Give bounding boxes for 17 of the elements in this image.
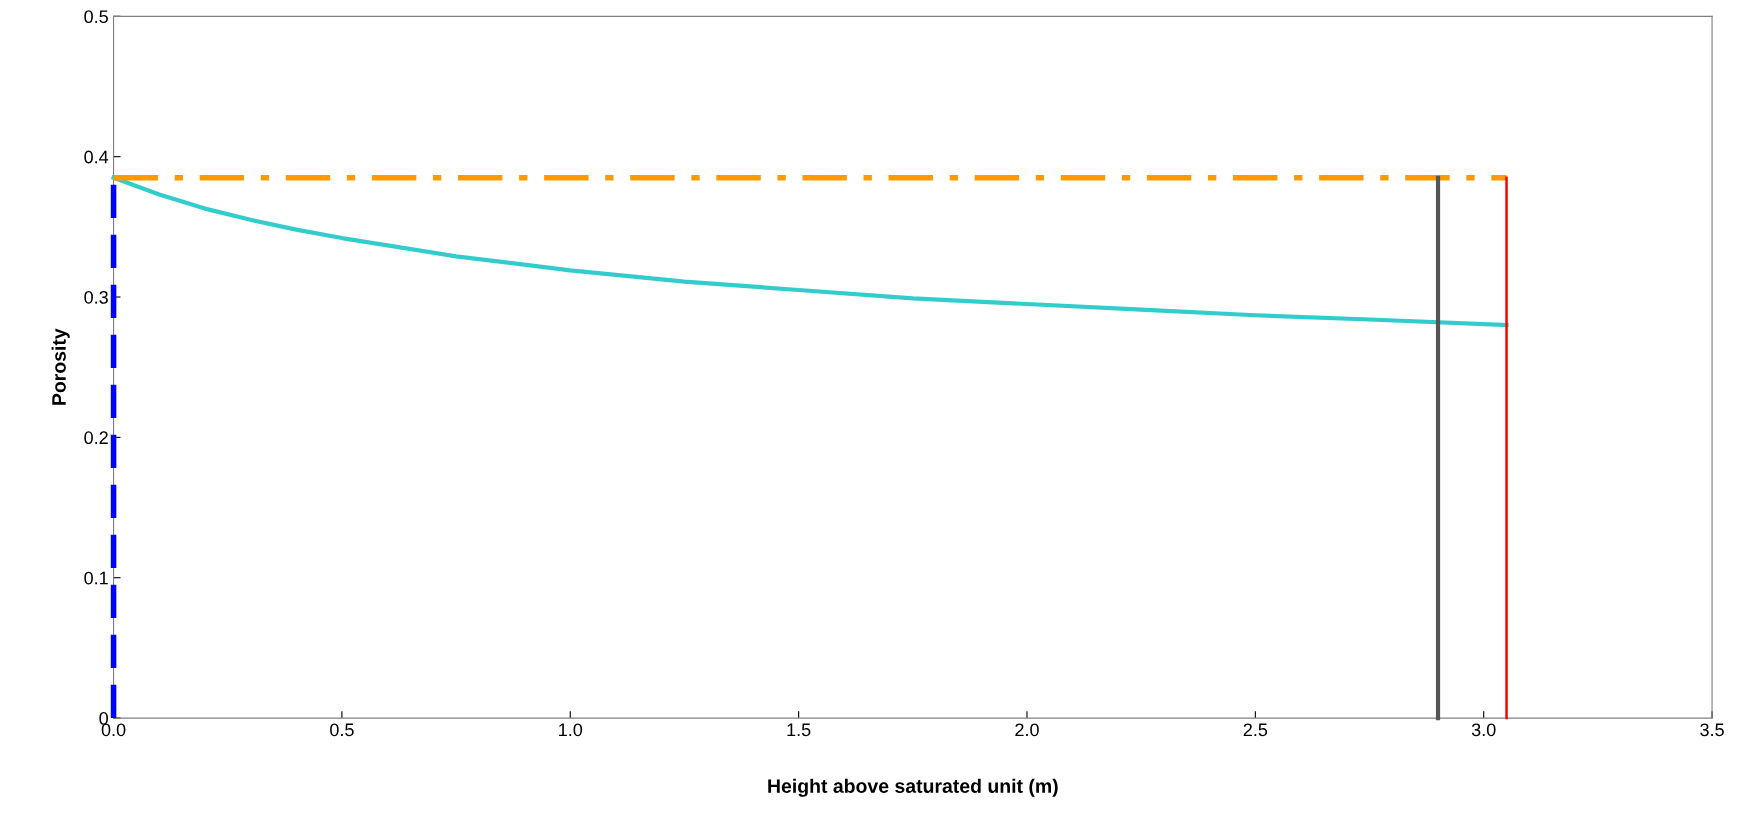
y-tick-label: 0.2 (84, 431, 108, 445)
y-tick-label: 0.1 (84, 571, 108, 585)
y-axis-title: Porosity (51, 328, 70, 405)
y-tick-label: 0.4 (84, 150, 109, 164)
x-tick-label: 1.0 (559, 723, 583, 737)
y-tick-label: 0.3 (84, 290, 108, 304)
y-tick-label: 0 (99, 712, 108, 725)
x-tick-label: 1.5 (787, 723, 811, 737)
x-tick-label: 0.5 (330, 723, 354, 737)
x-axis-title: Height above saturated unit (m) (768, 778, 1058, 797)
x-tick-label: 3.5 (1700, 723, 1724, 737)
x-tick-label: 2.5 (1243, 723, 1268, 737)
x-tick-label: 0.0 (101, 723, 126, 737)
line-series (111, 175, 1509, 328)
y-tick-label: 0.5 (84, 10, 108, 24)
x-tick-label: 3.0 (1471, 723, 1496, 737)
x-tick-label: 2.0 (1015, 723, 1039, 737)
